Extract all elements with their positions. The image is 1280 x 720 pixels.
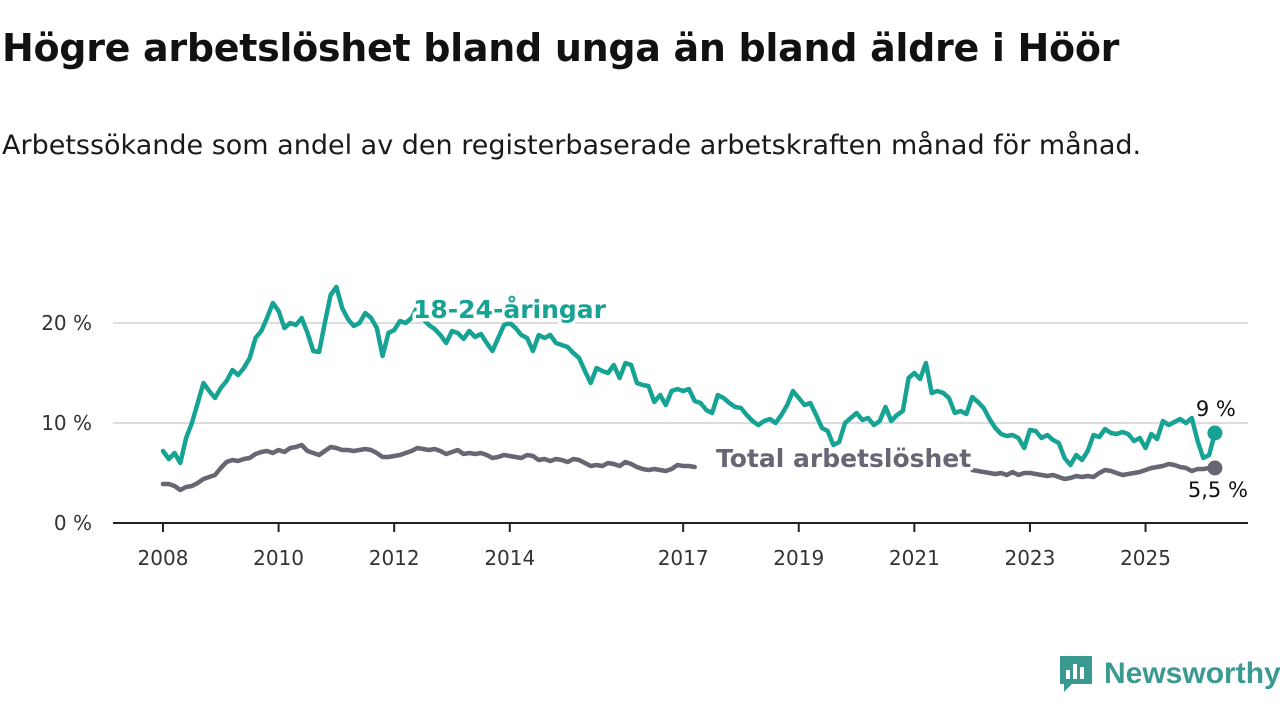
x-tick-label: 2014 [484,546,535,570]
newsworthy-logo-icon [1060,656,1092,692]
x-tick-label: 2021 [889,546,940,570]
series-line [969,461,1218,482]
series-labels: 18-24-åringar Total arbetslöshet 9 % 5,5 % [410,292,1248,503]
x-tick-label: 2010 [253,546,304,570]
y-tick-label: 10 % [41,411,92,435]
series-end-label: 9 % [1196,397,1236,421]
series-end-marker [1207,425,1223,441]
series-end-label: 5,5 % [1188,478,1248,502]
series-lines [160,284,1218,493]
x-tick-label: 2017 [658,546,709,570]
x-tick-label: 2025 [1120,546,1171,570]
x-tick-label: 2023 [1004,546,1055,570]
axes: 0 % 10 % 20 % 2008 2010 2012 2014 2017 2019 2021 2… [41,311,1248,570]
series-end-marker [1207,460,1223,476]
chart-subtitle: Arbetssökande som andel av den registerb… [2,130,1142,161]
series-line [160,284,1218,468]
series-label: 18-24-åringar [413,295,607,324]
grid [113,322,1248,424]
series-line [160,442,697,493]
y-tick-label: 0 % [54,511,92,535]
brand-name: Newsworthy [1104,657,1280,690]
x-tick-label: 2012 [369,546,420,570]
brand: Newsworthy [1058,654,1280,694]
y-tick-label: 20 % [41,311,92,335]
x-tick-label: 2008 [138,546,189,570]
chart-title: Högre arbetslöshet bland unga än bland ä… [2,26,1120,70]
series-label: Total arbetslöshet [716,444,971,473]
x-tick-label: 2019 [773,546,824,570]
